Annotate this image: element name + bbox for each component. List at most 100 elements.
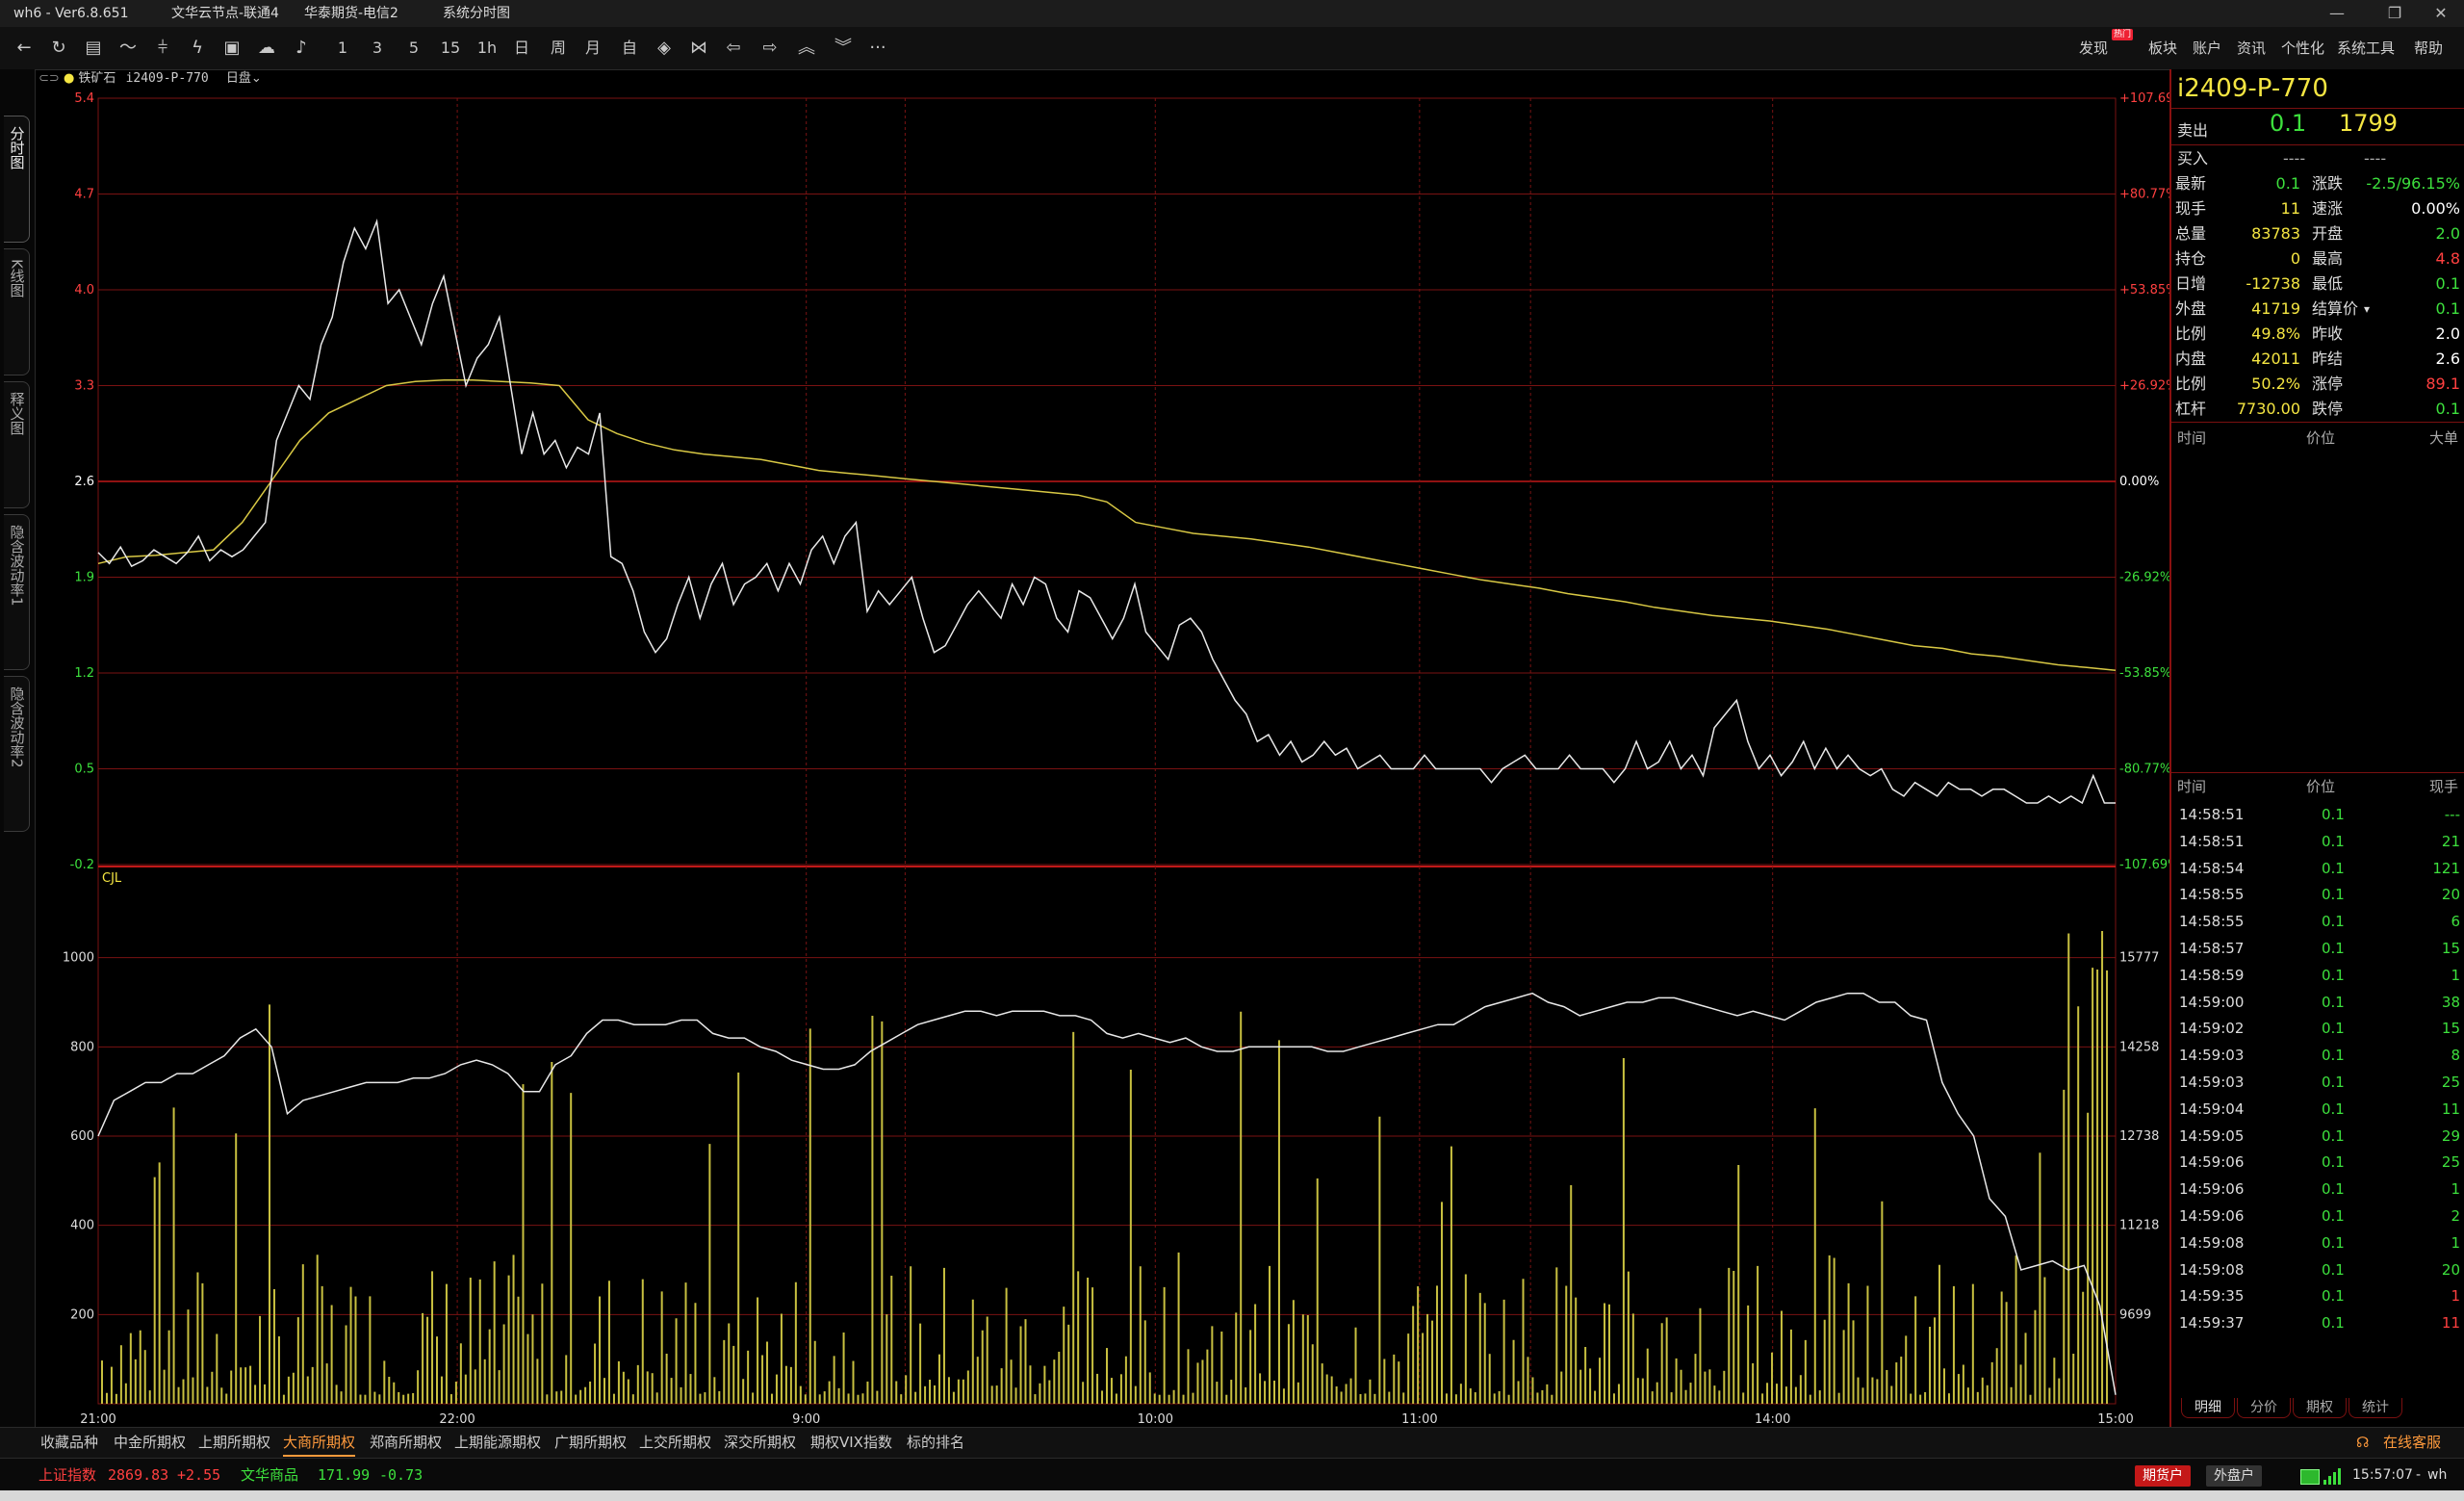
tab-iv2[interactable]: 隐含波动率2 — [4, 676, 30, 832]
tick-row[interactable]: 14:59:06 0.1 25 — [2179, 1149, 2460, 1176]
timeshare-chart[interactable]: 5.4 +107.69% 4.7 +80.77% 4.0 +53.85% 3.3 +26.92… — [35, 69, 2169, 1427]
chevron-down-icon[interactable]: ︾ — [834, 38, 852, 58]
tick-row[interactable]: 14:59:37 0.1 11 — [2179, 1309, 2460, 1336]
arrow-right-icon[interactable]: ⇨ — [762, 38, 778, 58]
tick-size: 21 — [2441, 832, 2460, 850]
tab-gfex[interactable]: 广期所期权 — [554, 1434, 628, 1451]
tab-favorites[interactable]: 收藏品种 — [40, 1434, 99, 1451]
tick-row[interactable]: 14:59:06 0.1 2 — [2179, 1203, 2460, 1229]
ask-row[interactable]: 卖出 0.1 1799 — [2177, 110, 2462, 142]
tick-row[interactable]: 14:59:03 0.1 8 — [2179, 1042, 2460, 1069]
tick-row[interactable]: 14:58:51 0.1 21 — [2179, 828, 2460, 855]
index2-name[interactable]: 文华商品 — [241, 1466, 299, 1484]
tick-row[interactable]: 14:58:55 0.1 6 — [2179, 908, 2460, 935]
tab-timeshare[interactable]: 分时图 — [4, 116, 30, 243]
tick-price: 0.1 — [2322, 1020, 2345, 1038]
table-icon[interactable]: ▤ — [85, 38, 102, 58]
lightning-icon[interactable]: ϟ — [192, 38, 203, 58]
minimize-icon[interactable]: — — [2329, 4, 2345, 22]
help-menu[interactable]: 帮助 — [2414, 39, 2444, 57]
period-week[interactable]: 周 — [550, 39, 566, 57]
period-5m[interactable]: 5 — [408, 39, 420, 57]
tab-options[interactable]: 期权 — [2293, 1398, 2347, 1418]
tick-row[interactable]: 14:58:55 0.1 20 — [2179, 881, 2460, 908]
quote-row: 比例 50.2% 涨停 89.1 — [2175, 372, 2462, 397]
period-1h[interactable]: 1h — [476, 39, 498, 57]
tab-stats[interactable]: 统计 — [2348, 1398, 2402, 1418]
tick-row[interactable]: 14:59:02 0.1 15 — [2179, 1015, 2460, 1042]
tick-row[interactable]: 14:59:08 0.1 20 — [2179, 1256, 2460, 1283]
refresh-icon[interactable]: ↻ — [51, 38, 66, 58]
tab-explain[interactable]: 释义图 — [4, 381, 30, 508]
cloud-icon[interactable]: ☁ — [258, 38, 275, 58]
arrow-left-icon[interactable]: ⇦ — [726, 38, 741, 58]
outer-account-button[interactable]: 外盘户 — [2206, 1465, 2262, 1487]
period-day[interactable]: 日 — [513, 39, 529, 57]
tick-price: 0.1 — [2322, 940, 2345, 957]
tab-vix[interactable]: 期权VIX指数 — [810, 1434, 892, 1451]
tick-row[interactable]: 14:59:04 0.1 11 — [2179, 1096, 2460, 1123]
discover-menu[interactable]: 发现 — [2079, 39, 2109, 57]
restore-icon[interactable]: ❐ — [2387, 4, 2402, 22]
tab-iv1[interactable]: 隐含波动率1 — [4, 514, 30, 670]
online-service-link[interactable]: 在线客服 — [2383, 1434, 2442, 1451]
close-icon[interactable]: ✕ — [2434, 4, 2448, 22]
line-chart-icon[interactable]: 〜 — [119, 38, 137, 58]
account-menu[interactable]: 账户 — [2193, 39, 2222, 57]
chevron-up-icon[interactable]: ︽ — [798, 38, 815, 58]
tab-czce[interactable]: 郑商所期权 — [370, 1434, 443, 1451]
period-15m[interactable]: 15 — [440, 39, 461, 57]
news-menu[interactable]: 资讯 — [2237, 39, 2267, 57]
tick-time: 14:59:03 — [2179, 1047, 2245, 1065]
cloud-node[interactable]: 文华云节点-联通4 — [171, 6, 279, 21]
tick-size: 1 — [2451, 1233, 2460, 1252]
chart-info-header: ⊂⊃ ● 铁矿石 i2409-P-770 日盘⌄ — [38, 69, 262, 89]
tick-row[interactable]: 14:59:06 0.1 1 — [2179, 1176, 2460, 1203]
personalize-menu[interactable]: 个性化 — [2281, 39, 2325, 57]
tick-row[interactable]: 14:58:59 0.1 1 — [2179, 962, 2460, 989]
bid-row[interactable]: 买入 ---- ---- — [2177, 146, 2462, 171]
tick-row[interactable]: 14:59:03 0.1 25 — [2179, 1069, 2460, 1096]
link-icon[interactable]: ⊂⊃ — [38, 71, 60, 86]
eye-icon[interactable]: ◈ — [657, 38, 671, 58]
period-3m[interactable]: 3 — [372, 39, 383, 57]
tab-ine[interactable]: 上期能源期权 — [454, 1434, 542, 1451]
tick-size: 1 — [2451, 1287, 2460, 1306]
pct-tick-label: -107.69% — [2119, 858, 2169, 872]
tab-kline[interactable]: K线图 — [4, 248, 30, 375]
period-month[interactable]: 月 — [584, 39, 601, 57]
tab-detail[interactable]: 明细 — [2181, 1398, 2235, 1418]
sector-menu[interactable]: 板块 — [2148, 39, 2178, 57]
chevron-down-icon[interactable]: ▾ — [2364, 302, 2371, 316]
tab-dce-active[interactable]: 大商所期权 — [283, 1428, 356, 1457]
bigorder-col-time: 时间 — [2177, 429, 2207, 447]
session-select[interactable]: 日盘 — [225, 71, 251, 86]
chevron-down-icon[interactable]: ⌄ — [250, 71, 262, 86]
tick-row[interactable]: 14:58:57 0.1 15 — [2179, 935, 2460, 962]
tab-price-dist[interactable]: 分价 — [2237, 1398, 2291, 1418]
bell-icon[interactable]: ♪ — [295, 38, 307, 58]
broker-server[interactable]: 华泰期货-电信2 — [304, 6, 398, 21]
system-tools-menu[interactable]: 系统工具 — [2337, 39, 2396, 57]
period-1m[interactable]: 1 — [337, 39, 348, 57]
index1-name[interactable]: 上证指数 — [38, 1466, 97, 1484]
candlestick-icon[interactable]: ⫩ — [157, 38, 168, 58]
support-icon[interactable]: ☊ — [2356, 1434, 2370, 1451]
tick-row[interactable]: 14:59:08 0.1 1 — [2179, 1229, 2460, 1256]
period-custom[interactable]: 自 — [621, 39, 637, 57]
tab-szse[interactable]: 深交所期权 — [724, 1434, 797, 1451]
tick-row[interactable]: 14:59:00 0.1 38 — [2179, 989, 2460, 1016]
tick-row[interactable]: 14:58:51 0.1 --- — [2179, 801, 2460, 828]
tick-row[interactable]: 14:59:35 0.1 1 — [2179, 1282, 2460, 1309]
tab-shfe[interactable]: 上期所期权 — [198, 1434, 271, 1451]
tab-cffex[interactable]: 中金所期权 — [114, 1434, 187, 1451]
tick-row[interactable]: 14:59:05 0.1 29 — [2179, 1123, 2460, 1150]
chip-icon[interactable]: ▣ — [223, 38, 241, 58]
back-icon[interactable]: ← — [16, 38, 32, 58]
tick-row[interactable]: 14:58:54 0.1 121 — [2179, 855, 2460, 882]
bowtie-icon[interactable]: ⋈ — [690, 38, 707, 58]
more-icon[interactable]: ··· — [869, 38, 886, 58]
tab-sse[interactable]: 上交所期权 — [639, 1434, 712, 1451]
tab-underlying-rank[interactable]: 标的排名 — [907, 1434, 965, 1451]
futures-account-button[interactable]: 期货户 — [2135, 1465, 2191, 1487]
